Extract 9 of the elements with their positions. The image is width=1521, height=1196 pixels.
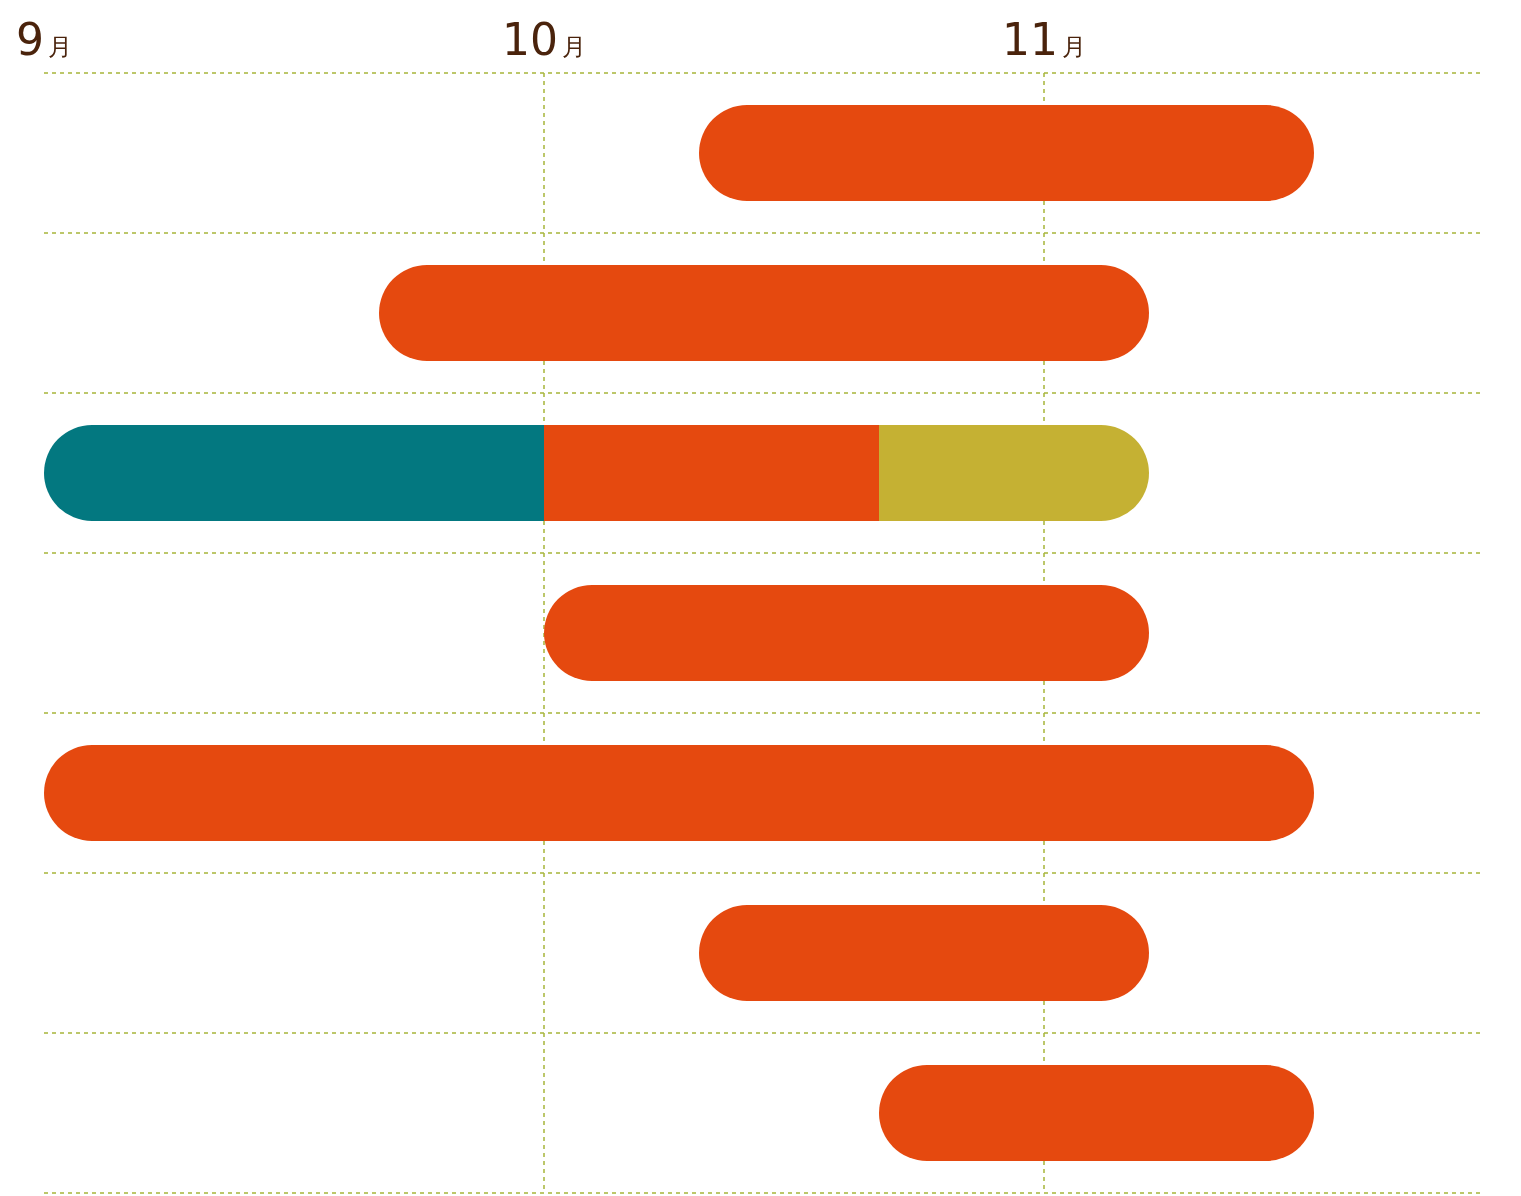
bar bbox=[879, 425, 1149, 521]
bar bbox=[879, 1065, 1314, 1161]
bar bbox=[544, 585, 1149, 681]
bar bbox=[44, 425, 544, 521]
bar bbox=[699, 105, 1314, 201]
bar bbox=[544, 425, 879, 521]
bar bbox=[699, 905, 1149, 1001]
bar bbox=[44, 745, 1314, 841]
bar bbox=[379, 265, 1149, 361]
